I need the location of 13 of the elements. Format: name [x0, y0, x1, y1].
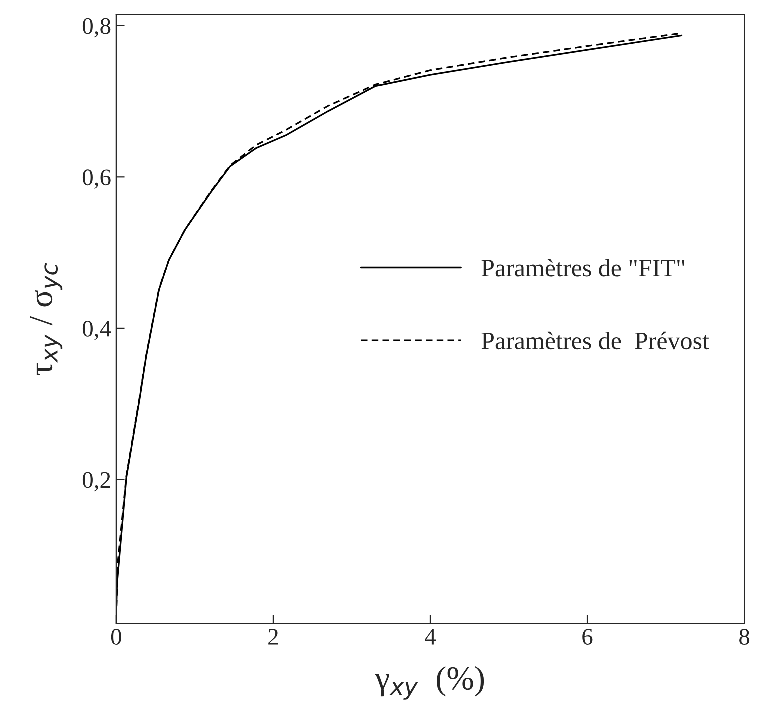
legend-label: Paramètres de Prévost: [482, 332, 710, 350]
x-tick-label: 0: [111, 629, 122, 645]
x-tick-label: 4: [425, 629, 436, 645]
y-tick-label: 0,6: [82, 170, 111, 189]
x-tick-label: 6: [582, 629, 593, 645]
y-tick-label: 0,8: [82, 18, 111, 38]
x-axis-title: γ$_{xy}$ (%): [375, 666, 484, 700]
x-tick-label: 8: [740, 629, 750, 645]
y-tick-label: 0,2: [82, 472, 110, 492]
x-tick-label: 2: [268, 629, 278, 645]
y-axis-title: τ$_{xy}$ / σ$_{yc}$: [30, 263, 63, 376]
y-tick-label: 0,4: [82, 320, 112, 340]
legend-label: Paramètres de "FIT": [482, 259, 685, 277]
